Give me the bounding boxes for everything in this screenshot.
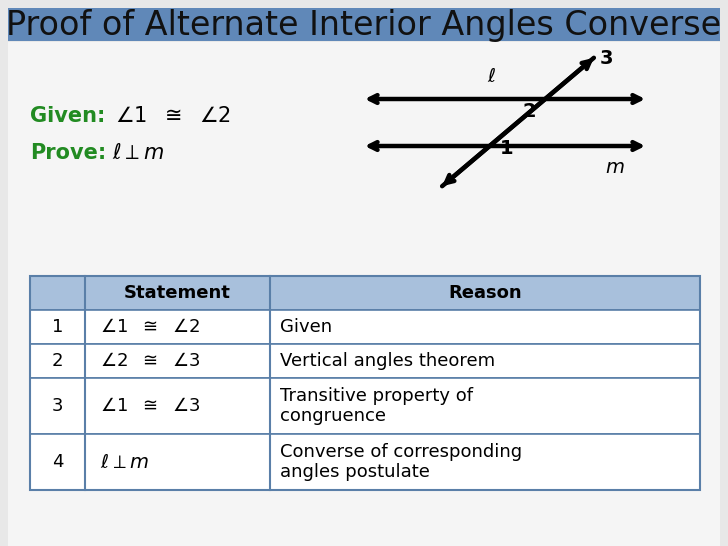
Text: 2: 2 xyxy=(52,352,63,370)
Text: congruence: congruence xyxy=(280,407,386,425)
Text: 2: 2 xyxy=(523,102,536,121)
Bar xyxy=(30,276,700,310)
Text: Reason: Reason xyxy=(448,284,522,302)
Text: Statement: Statement xyxy=(124,284,231,302)
Bar xyxy=(30,310,700,344)
Text: 3: 3 xyxy=(52,397,63,415)
Text: $\ell\perp m$: $\ell\perp m$ xyxy=(112,143,165,163)
Text: Converse of corresponding: Converse of corresponding xyxy=(280,443,522,461)
Text: $\angle$2  $\cong$  $\angle$3: $\angle$2 $\cong$ $\angle$3 xyxy=(100,352,201,370)
Text: 1: 1 xyxy=(52,318,63,336)
Text: $\ell$: $\ell$ xyxy=(488,67,496,86)
Text: Prove:: Prove: xyxy=(30,143,106,163)
Text: 3: 3 xyxy=(600,49,614,68)
Text: Given: Given xyxy=(280,318,332,336)
Bar xyxy=(30,344,700,378)
Text: Given:: Given: xyxy=(30,106,106,126)
Text: $\angle$1  $\cong$  $\angle$2: $\angle$1 $\cong$ $\angle$2 xyxy=(100,318,200,336)
Bar xyxy=(8,8,720,41)
Text: $m$: $m$ xyxy=(605,158,625,177)
Text: Transitive property of: Transitive property of xyxy=(280,387,473,405)
Text: $\angle$1  $\cong$  $\angle$2: $\angle$1 $\cong$ $\angle$2 xyxy=(115,106,231,126)
Text: $\ell \perp m$: $\ell \perp m$ xyxy=(100,453,149,472)
Text: 4: 4 xyxy=(52,453,63,471)
Bar xyxy=(30,378,700,434)
Bar xyxy=(30,434,700,490)
Text: $\angle$1  $\cong$  $\angle$3: $\angle$1 $\cong$ $\angle$3 xyxy=(100,397,201,415)
Text: angles postulate: angles postulate xyxy=(280,463,430,481)
Bar xyxy=(30,276,700,490)
Text: 1: 1 xyxy=(500,139,514,158)
Text: Proof of Alternate Interior Angles Converse: Proof of Alternate Interior Angles Conve… xyxy=(7,9,721,41)
Text: Vertical angles theorem: Vertical angles theorem xyxy=(280,352,495,370)
